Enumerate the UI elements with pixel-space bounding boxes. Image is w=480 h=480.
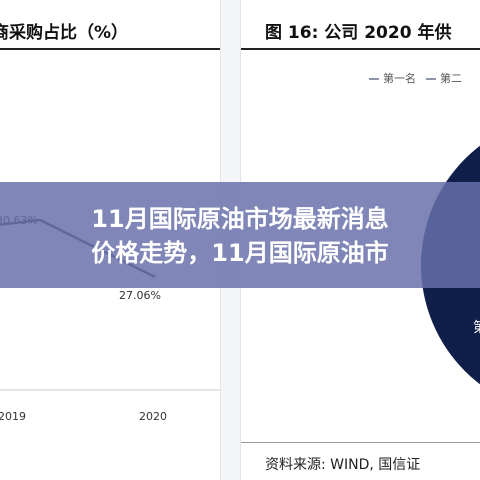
headline-line-2[interactable]: 价格走势，11月国际原油市 <box>91 239 389 267</box>
pie-slice-label: 第 <box>473 319 480 336</box>
legend-item-first: 第一名 <box>369 72 416 85</box>
right-title-rule <box>241 48 480 50</box>
legend-label-second: 第二 <box>440 72 462 85</box>
headline-line-1[interactable]: 11月国际原油市场最新消息 <box>91 205 389 233</box>
x-tick-label: 2020 <box>139 410 167 423</box>
source-note: 资料来源: WIND, 国信证 <box>265 457 421 473</box>
left-chart-title: 商采购占比（%） <box>0 23 129 43</box>
pie-legend: 第一名 第二 <box>369 70 472 86</box>
source-rule <box>241 442 480 443</box>
right-chart-title: 图 16: 公司 2020 年供 <box>265 23 452 43</box>
left-title-rule <box>0 48 220 50</box>
x-tick-label: 2019 <box>0 410 26 423</box>
legend-item-second: 第二 <box>426 72 462 85</box>
legend-swatch-icon <box>369 78 379 80</box>
data-label: 27.06% <box>119 289 161 302</box>
legend-label-first: 第一名 <box>383 72 416 85</box>
headline-banner[interactable]: 11月国际原油市场最新消息 价格走势，11月国际原油市 <box>0 182 480 288</box>
legend-swatch-icon <box>426 78 436 80</box>
